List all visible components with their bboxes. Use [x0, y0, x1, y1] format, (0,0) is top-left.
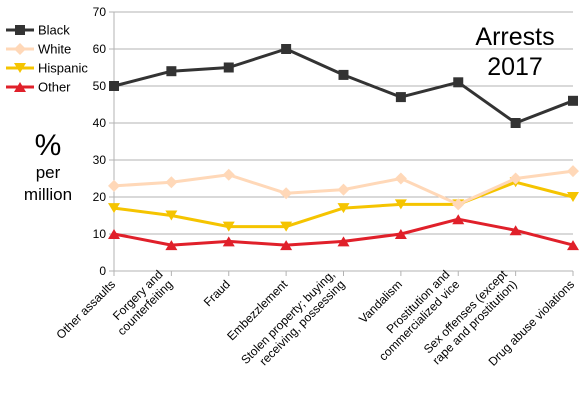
data-point-other [509, 225, 522, 236]
y-tick-label: 60 [93, 42, 107, 56]
data-point-other [108, 229, 120, 239]
data-point-hispanic [337, 203, 350, 214]
data-point-black [510, 118, 521, 128]
data-point-other [452, 214, 465, 225]
data-point-hispanic [567, 192, 579, 202]
data-point-black [109, 81, 119, 91]
data-point-white [567, 165, 579, 178]
legend-entry-hispanic: Hispanic [6, 61, 88, 76]
y-tick-label: 10 [93, 227, 107, 241]
legend-entry-black: Black [6, 23, 70, 38]
data-point-white [509, 172, 522, 185]
legend-label: White [38, 42, 71, 57]
x-tick-label: Other assaults [54, 277, 119, 342]
chart-title: Arrests 2017 [455, 22, 575, 82]
data-point-white [165, 176, 178, 189]
data-point-black [568, 95, 578, 106]
data-point-hispanic [222, 221, 235, 232]
data-point-other [337, 236, 350, 247]
x-tick-label: Forgery andcounterfeiting [105, 267, 176, 338]
data-point-black [338, 69, 349, 80]
data-point-white [452, 198, 465, 211]
legend-label: Other [38, 80, 71, 95]
series-white [108, 165, 579, 211]
y-tick-label: 0 [99, 264, 106, 278]
data-point-other [394, 229, 407, 239]
data-point-hispanic [108, 203, 120, 214]
data-point-hispanic [394, 199, 407, 210]
data-point-white [108, 179, 120, 192]
data-point-other [280, 240, 293, 251]
data-point-white [337, 183, 350, 196]
data-point-white [222, 168, 235, 181]
y-tick-labels: 0 10 20 30 40 50 60 70 [93, 5, 107, 278]
legend-label: Hispanic [38, 61, 88, 76]
legend-marker [14, 82, 26, 92]
data-point-other [165, 240, 178, 251]
data-point-white [394, 172, 407, 185]
data-point-other [222, 236, 235, 247]
legend-marker [14, 43, 26, 55]
legend-entry-white: White [6, 42, 71, 57]
y-axis-label-line: per [35, 163, 61, 182]
legend: Black White Hispanic Other [6, 23, 88, 95]
data-point-black [223, 62, 234, 73]
y-tick-label: 30 [93, 153, 107, 167]
legend-label: Black [38, 23, 70, 38]
series-group [108, 44, 579, 251]
data-point-black [166, 66, 177, 77]
x-tick-label: Fraud [201, 277, 233, 309]
chart-title-line: Arrests [475, 23, 555, 51]
gridlines [114, 11, 573, 272]
y-tick-label: 20 [93, 190, 107, 204]
y-tick-label: 40 [93, 116, 107, 130]
y-axis-label: % per million [8, 130, 88, 206]
y-tick-label: 50 [93, 79, 107, 93]
y-axis-label-line: million [23, 185, 73, 204]
series-black [109, 44, 578, 128]
legend-marker [14, 63, 26, 73]
data-point-hispanic [165, 210, 178, 221]
data-point-black [395, 92, 406, 103]
data-point-black [281, 44, 292, 54]
x-tick-label-line: Other assaults [54, 277, 119, 342]
x-tick-label-line: Fraud [201, 277, 233, 309]
y-axis-label-line: % [34, 129, 62, 162]
series-other [108, 214, 579, 251]
data-point-hispanic [280, 221, 293, 232]
data-point-white [280, 187, 293, 200]
data-point-other [567, 240, 579, 251]
chart-title-line: 2017 [487, 53, 543, 81]
data-point-black [453, 77, 464, 88]
legend-entry-other: Other [6, 80, 71, 95]
legend-marker [15, 25, 25, 35]
y-tick-label: 70 [93, 5, 107, 19]
